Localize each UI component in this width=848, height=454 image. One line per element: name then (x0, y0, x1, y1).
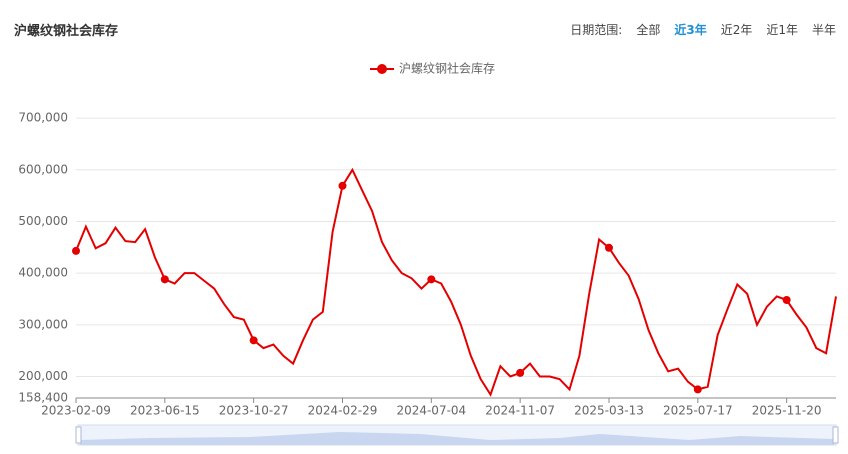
point-marker (516, 368, 525, 377)
y-tick-label: 600,000 (18, 162, 68, 176)
x-tick-label: 2024-07-04 (396, 404, 466, 418)
point-marker (249, 336, 258, 345)
y-tick-label: 300,000 (18, 317, 68, 331)
x-tick-label: 2023-10-27 (219, 404, 289, 418)
point-marker (693, 385, 702, 394)
point-marker (604, 243, 613, 252)
y-tick-label: 700,000 (18, 111, 68, 125)
range-button[interactable]: 全部 (636, 23, 661, 37)
y-tick-label: 158,400 (18, 391, 68, 405)
point-marker (72, 246, 80, 255)
point-marker (338, 181, 347, 190)
x-tick-label: 2023-02-09 (41, 404, 111, 418)
x-tick-label: 2025-03-13 (574, 404, 644, 418)
x-tick-label: 2023-06-15 (130, 404, 200, 418)
legend-label: 沪螺纹钢社会库存 (399, 61, 495, 76)
x-tick-label: 2024-02-29 (308, 404, 378, 418)
page-title: 沪螺纹钢社会库存 (14, 24, 119, 39)
range-label: 日期范围: (570, 23, 623, 37)
range-button[interactable]: 近3年 (674, 23, 707, 37)
point-marker (160, 275, 169, 284)
x-tick-label: 2025-07-17 (663, 404, 733, 418)
range-button[interactable]: 半年 (811, 23, 836, 37)
range-button[interactable]: 近1年 (766, 23, 798, 37)
x-tick-label: 2024-11-07 (485, 404, 555, 418)
point-marker (427, 275, 436, 284)
range-button[interactable]: 近2年 (720, 23, 753, 37)
range-selector: 日期范围: 全部 近3年 近2年 近1年 半年 (570, 21, 836, 38)
y-tick-label: 200,000 (18, 369, 68, 383)
legend-marker (377, 64, 387, 74)
y-tick-label: 500,000 (18, 214, 68, 228)
series-line (75, 167, 837, 397)
zoom-handle[interactable] (75, 426, 82, 444)
point-marker (782, 296, 791, 305)
x-tick-label: 2025-11-20 (752, 404, 822, 418)
y-tick-label: 400,000 (18, 266, 68, 280)
zoom-handle[interactable] (832, 426, 839, 444)
zoom-preview (80, 432, 834, 445)
